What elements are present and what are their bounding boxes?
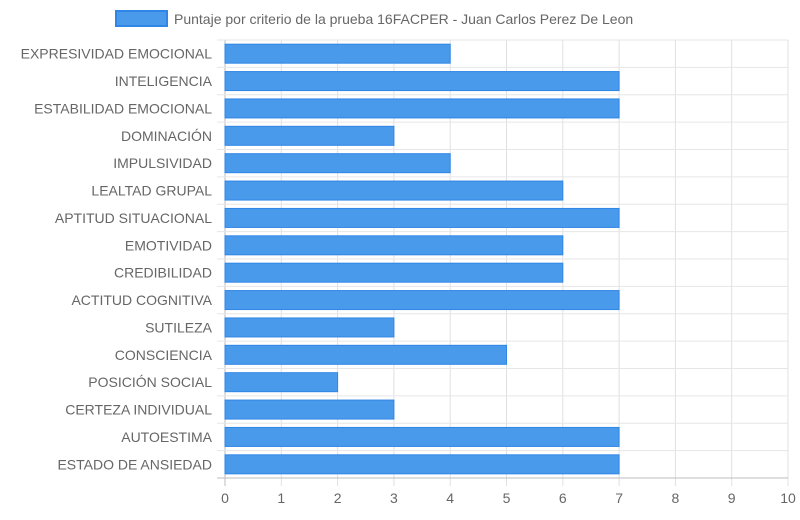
bar[interactable] (224, 153, 451, 174)
legend[interactable]: Puntaje por criterio de la prueba 16FACP… (115, 10, 633, 27)
x-tick-label: 2 (334, 490, 342, 506)
legend-label: Puntaje por criterio de la prueba 16FACP… (174, 11, 633, 27)
y-category-label: CREDIBILIDAD (114, 265, 212, 281)
y-category-label: ESTABILIDAD EMOCIONAL (34, 100, 212, 116)
y-category-label: AUTOESTIMA (121, 429, 212, 445)
x-tick-label: 8 (672, 490, 680, 506)
bars (224, 43, 620, 475)
x-tick-label: 4 (446, 490, 454, 506)
y-category-label: LEALTAD GRUPAL (91, 183, 212, 199)
y-category-label: ACTITUD COGNITIVA (71, 292, 212, 308)
bar[interactable] (224, 235, 564, 256)
y-category-label: SUTILEZA (145, 319, 213, 335)
x-tick-label: 1 (277, 490, 285, 506)
y-category-label: DOMINACIÓN (121, 128, 212, 144)
legend-swatch (115, 10, 168, 27)
bar[interactable] (224, 125, 395, 146)
bar[interactable] (224, 317, 395, 338)
bar[interactable] (224, 180, 564, 201)
x-tick-label: 6 (559, 490, 567, 506)
y-category-label: ESTADO DE ANSIEDAD (57, 456, 212, 472)
bar[interactable] (224, 426, 620, 447)
x-axis-ticks: 0 1 2 3 4 5 6 7 8 9 10 (221, 490, 796, 506)
x-tick-label: 5 (503, 490, 511, 506)
bar[interactable] (224, 290, 620, 311)
x-tick-label: 3 (390, 490, 398, 506)
bar[interactable] (224, 344, 507, 365)
bar[interactable] (224, 262, 564, 283)
x-tick-label: 0 (221, 490, 229, 506)
y-category-label: CERTEZA INDIVIDUAL (65, 402, 212, 418)
bar[interactable] (224, 43, 451, 64)
y-category-label: CONSCIENCIA (115, 347, 213, 363)
y-category-label: INTELIGENCIA (115, 73, 213, 89)
x-tick-label: 10 (780, 490, 796, 506)
bar[interactable] (224, 98, 620, 119)
x-tick-label: 7 (615, 490, 623, 506)
y-category-label: POSICIÓN SOCIAL (88, 374, 212, 390)
y-category-label: APTITUD SITUACIONAL (55, 210, 212, 226)
y-axis-labels: EXPRESIVIDAD EMOCIONAL INTELIGENCIA ESTABI… (21, 46, 213, 473)
y-category-label: EMOTIVIDAD (125, 237, 212, 253)
bar[interactable] (224, 454, 620, 475)
bar[interactable] (224, 207, 620, 228)
bar[interactable] (224, 399, 395, 420)
x-tick-label: 9 (728, 490, 736, 506)
bar[interactable] (224, 71, 620, 92)
bar[interactable] (224, 372, 339, 393)
y-category-label: IMPULSIVIDAD (113, 155, 212, 171)
y-category-label: EXPRESIVIDAD EMOCIONAL (21, 46, 213, 62)
